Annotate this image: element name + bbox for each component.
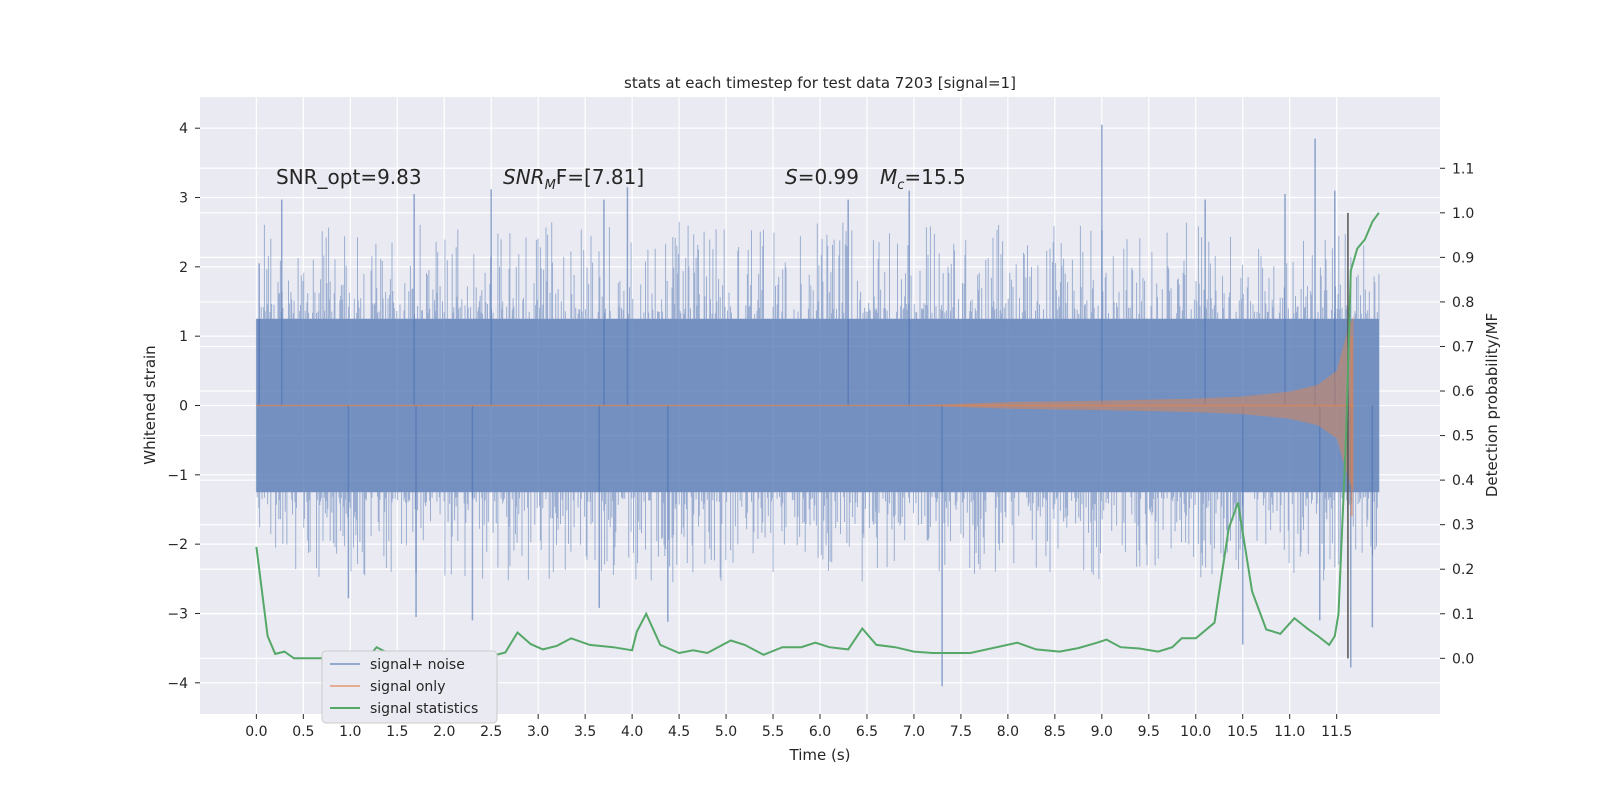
y-tick-label: 0 [179,399,188,415]
y-tick-label: −2 [167,537,188,553]
x-tick-label: 9.0 [1091,724,1113,740]
right-axis-ticks: 1.1 1.0 0.9 0.8 0.7 0.6 0.5 0.4 0.3 0.2 0.1 0.0 [1440,161,1474,667]
annotation-s: S=0.99 [785,165,859,189]
legend-label-signal-statistics: signal statistics [370,701,478,717]
x-tick-label: 9.5 [1138,724,1160,740]
y-tick-label: −1 [167,468,188,484]
x-tick-label: 0.0 [245,724,267,740]
y-axis-ticks: 4 3 2 1 0 −1 −2 −3 −4 [167,121,200,692]
right-tick-label: 0.7 [1452,339,1474,355]
annotation-mc: Mc=15.5 [880,165,966,193]
x-tick-label: 7.0 [903,724,925,740]
right-tick-label: 1.1 [1452,161,1474,177]
y-tick-label: 1 [179,329,188,345]
x-tick-label: 8.5 [1044,724,1066,740]
x-tick-label: 1.0 [339,724,361,740]
x-tick-label: 3.5 [574,724,596,740]
signal-only-envelope [256,315,1354,492]
x-tick-label: 5.0 [715,724,737,740]
right-tick-label: 0.5 [1452,429,1474,445]
x-tick-label: 10.0 [1180,724,1211,740]
legend: signal+ noise signal only signal statist… [321,650,498,724]
x-tick-label: 10.5 [1227,724,1258,740]
chart-title: stats at each timestep for test data 720… [624,74,1016,92]
x-tick-label: 4.0 [621,724,643,740]
y-tick-label: 3 [179,191,188,207]
right-tick-label: 0.0 [1452,651,1474,667]
annotation-snr-mf: SNRMF=[7.81] [503,165,644,193]
y-axis-label: Whitened strain [141,345,159,464]
right-tick-label: 1.0 [1452,206,1474,222]
x-tick-label: 0.5 [292,724,314,740]
series-layer [255,124,1380,687]
right-tick-label: 0.6 [1452,384,1474,400]
x-axis-label: Time (s) [789,746,851,764]
right-tick-label: 0.2 [1452,562,1474,578]
x-tick-label: 2.5 [480,724,502,740]
x-tick-label: 7.5 [950,724,972,740]
legend-label-signal-noise: signal+ noise [370,657,465,673]
x-tick-label: 6.0 [809,724,831,740]
annotation-snr-opt: SNR_opt=9.83 [276,165,422,189]
right-tick-label: 0.1 [1452,607,1474,623]
x-tick-label: 6.5 [856,724,878,740]
y-tick-label: 4 [179,121,188,137]
right-tick-label: 0.9 [1452,250,1474,266]
y-tick-label: −4 [167,676,188,692]
x-axis-ticks: 0.0 0.5 1.0 1.5 2.0 2.5 3.0 3.5 4.0 4.5 5.0 5.5 6.0 6… [245,714,1352,740]
x-tick-label: 3.0 [527,724,549,740]
legend-box [321,650,498,724]
x-tick-label: 5.5 [762,724,784,740]
y-tick-label: 2 [179,260,188,276]
x-tick-label: 8.0 [997,724,1019,740]
right-tick-label: 0.8 [1452,295,1474,311]
legend-label-signal-only: signal only [370,679,445,695]
x-tick-label: 1.5 [386,724,408,740]
right-tick-label: 0.4 [1452,473,1474,489]
right-tick-label: 0.3 [1452,518,1474,534]
x-tick-label: 11.0 [1274,724,1305,740]
x-tick-label: 2.0 [433,724,455,740]
y-tick-label: −3 [167,606,188,622]
x-tick-label: 4.5 [668,724,690,740]
right-axis-label: Detection probability/MF [1483,313,1501,497]
x-tick-label: 11.5 [1321,724,1352,740]
